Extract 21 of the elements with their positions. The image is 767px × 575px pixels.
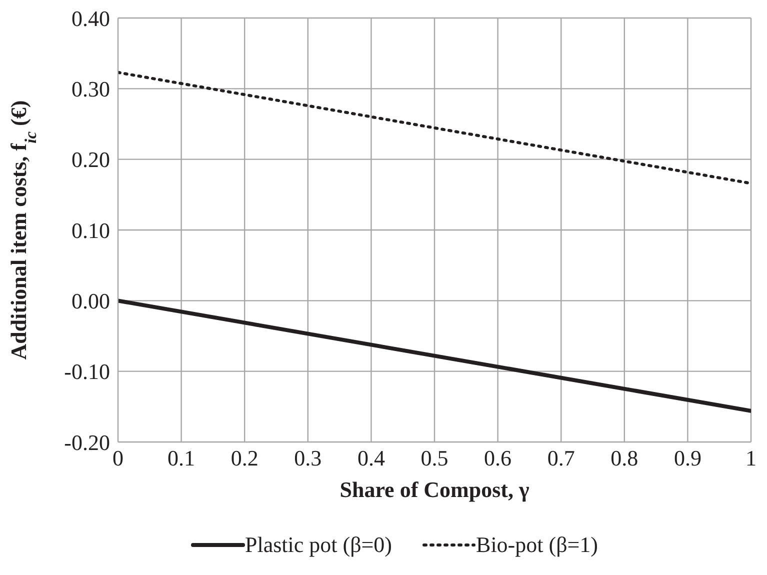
y-tick-label: 0.10 — [72, 218, 110, 243]
y-tick-label: -0.10 — [64, 359, 110, 384]
x-tick-label: 0.7 — [547, 446, 575, 471]
x-tick-label: 0.8 — [610, 446, 638, 471]
x-tick-label: 0.5 — [420, 446, 448, 471]
x-tick-label: 0.3 — [294, 446, 322, 471]
legend-label: Plastic pot (β=0) — [244, 532, 392, 558]
y-tick-label: 0.40 — [72, 6, 110, 31]
y-tick-label: -0.20 — [64, 430, 110, 455]
legend-label: Bio-pot (β=1) — [476, 532, 598, 558]
y-tick-label: 0.00 — [72, 288, 110, 314]
x-tick-label: 0.9 — [674, 446, 702, 471]
x-axis-title: Share of Compost, γ — [340, 477, 530, 502]
x-tick-label: 0.2 — [230, 446, 258, 471]
x-tick-label: 0 — [112, 446, 124, 471]
y-tick-label: 0.20 — [72, 147, 110, 172]
x-tick-label: 0.1 — [168, 446, 196, 471]
x-tick-label: 1 — [746, 446, 756, 471]
x-tick-label: 0.4 — [357, 446, 385, 471]
x-tick-label: 0.6 — [484, 446, 512, 471]
y-tick-label: 0.30 — [72, 76, 110, 102]
